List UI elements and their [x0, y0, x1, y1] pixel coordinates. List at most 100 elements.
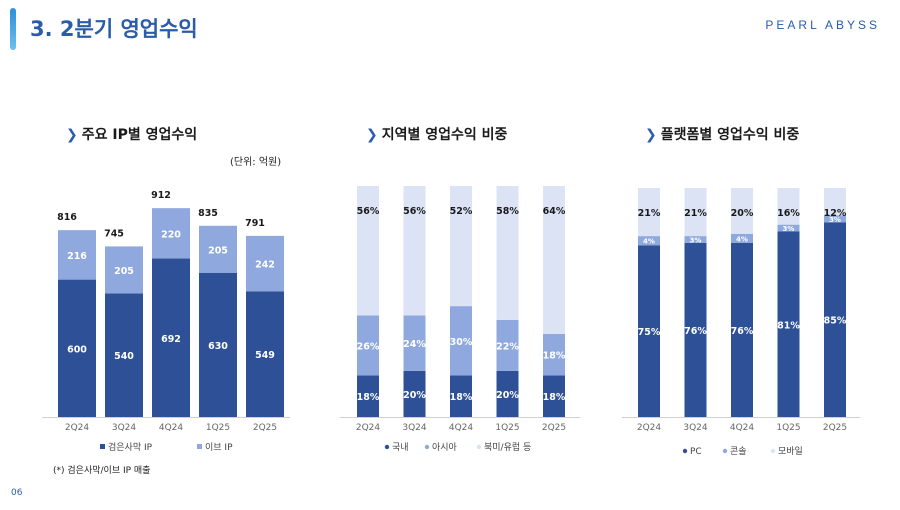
data-label: 600 [67, 344, 87, 355]
bar-1 [450, 375, 472, 417]
section-title-region: ❯ 지역별 영업수익 비중 [366, 124, 507, 144]
bar-2 [684, 236, 707, 243]
bar-3 [496, 186, 519, 320]
footnote: (*) 검은사막/이브 IP 매출 [53, 466, 151, 476]
x-tick-label: 2Q24 [356, 423, 381, 433]
data-label: 630 [208, 341, 228, 352]
x-tick-label: 1Q25 [495, 423, 519, 433]
section-title-ip-text: 주요 IP별 영업수익 [81, 127, 198, 143]
data-label: 242 [255, 260, 275, 271]
section-title-region-text: 지역별 영업수익 비중 [381, 127, 508, 143]
bar-3 [638, 188, 660, 237]
x-tick-label: 2Q24 [637, 423, 662, 433]
data-label: 56% [357, 206, 380, 217]
bar-1 [105, 293, 143, 417]
bar-1 [152, 258, 190, 417]
bar-1 [731, 242, 753, 417]
x-tick-label: 3Q24 [683, 423, 708, 433]
bar-2 [450, 306, 472, 376]
data-label: 18% [450, 392, 473, 403]
total-label: 835 [198, 208, 218, 219]
x-tick-label: 2Q25 [823, 423, 847, 433]
bar-3 [357, 186, 379, 316]
legend-swatch [770, 448, 776, 454]
bar-1 [58, 279, 96, 417]
x-tick-label: 2Q25 [542, 423, 566, 433]
chevron-right-icon: ❯ [366, 127, 378, 143]
data-label: 24% [403, 339, 426, 350]
x-tick-label: 3Q24 [112, 423, 137, 433]
data-label: 20% [496, 390, 519, 401]
legend-swatch [384, 444, 390, 450]
data-label: 21% [638, 208, 661, 219]
data-label: 76% [731, 326, 754, 337]
data-label: 540 [114, 351, 134, 362]
bar-1 [403, 370, 426, 417]
total-label: 745 [104, 228, 124, 239]
section-title-platform: ❯ 플랫폼별 영업수익 비중 [645, 124, 799, 144]
legend-swatch [100, 444, 105, 449]
data-label: 3% [829, 216, 841, 224]
data-label: 18% [357, 392, 380, 403]
legend-label: 검은사막 IP [108, 441, 153, 453]
legend-label: 콘솔 [730, 446, 747, 457]
x-tick-label: 2Q25 [253, 423, 277, 433]
bar-3 [777, 188, 800, 225]
x-tick-label: 3Q24 [402, 423, 427, 433]
bar-1 [246, 291, 284, 417]
bar-1 [496, 370, 519, 417]
x-tick-label: 4Q24 [449, 423, 474, 433]
data-label: 81% [777, 320, 800, 331]
bar-2 [246, 235, 284, 292]
bar-3 [731, 188, 753, 234]
bar-2 [152, 208, 190, 259]
unit-label: (단위: 억원) [230, 157, 282, 168]
bar-2 [824, 215, 846, 223]
legend-label: 아시아 [432, 442, 458, 453]
legend-label: PC [690, 447, 702, 457]
bar-1 [777, 231, 800, 417]
bar-2 [105, 246, 143, 294]
bar-3 [543, 186, 565, 334]
legend-swatch [476, 444, 482, 450]
legend-label: 이브 IP [205, 442, 233, 453]
data-label: 3% [783, 225, 795, 233]
data-label: 4% [643, 238, 655, 246]
bar-2 [357, 315, 379, 376]
bar-3 [824, 188, 846, 216]
x-tick-label: 4Q24 [159, 423, 184, 433]
section-title-platform-text: 플랫폼별 영업수익 비중 [660, 127, 800, 143]
bar-1 [684, 242, 707, 417]
x-tick-label: 2Q24 [65, 423, 90, 433]
bar-1 [824, 222, 846, 417]
x-tick-label: 1Q25 [776, 423, 800, 433]
data-label: 3% [690, 237, 702, 245]
legend-label: 국내 [392, 442, 409, 453]
bar-2 [638, 236, 660, 246]
legend-swatch [682, 448, 688, 454]
bar-2 [777, 224, 800, 232]
legend-label: 북미/유럽 등 [484, 442, 531, 453]
header-accent-bar [10, 8, 16, 50]
data-label: 216 [67, 251, 87, 262]
bar-3 [403, 186, 426, 316]
legend-swatch [424, 444, 430, 450]
data-label: 692 [161, 334, 181, 345]
x-tick-label: 4Q24 [730, 423, 755, 433]
data-label: 26% [357, 341, 380, 352]
bar-3 [684, 188, 707, 237]
data-label: 205 [208, 245, 228, 256]
data-label: 52% [450, 206, 473, 217]
bar-2 [496, 319, 519, 371]
data-label: 75% [638, 327, 661, 338]
data-label: 16% [777, 208, 800, 219]
bar-2 [199, 225, 237, 273]
page-number: 06 [11, 488, 23, 498]
bar-2 [543, 333, 565, 376]
data-label: 64% [543, 206, 566, 217]
data-label: 21% [684, 208, 707, 219]
legend-label: 모바일 [778, 446, 803, 457]
chevron-right-icon: ❯ [66, 127, 78, 143]
data-label: 56% [403, 206, 426, 217]
